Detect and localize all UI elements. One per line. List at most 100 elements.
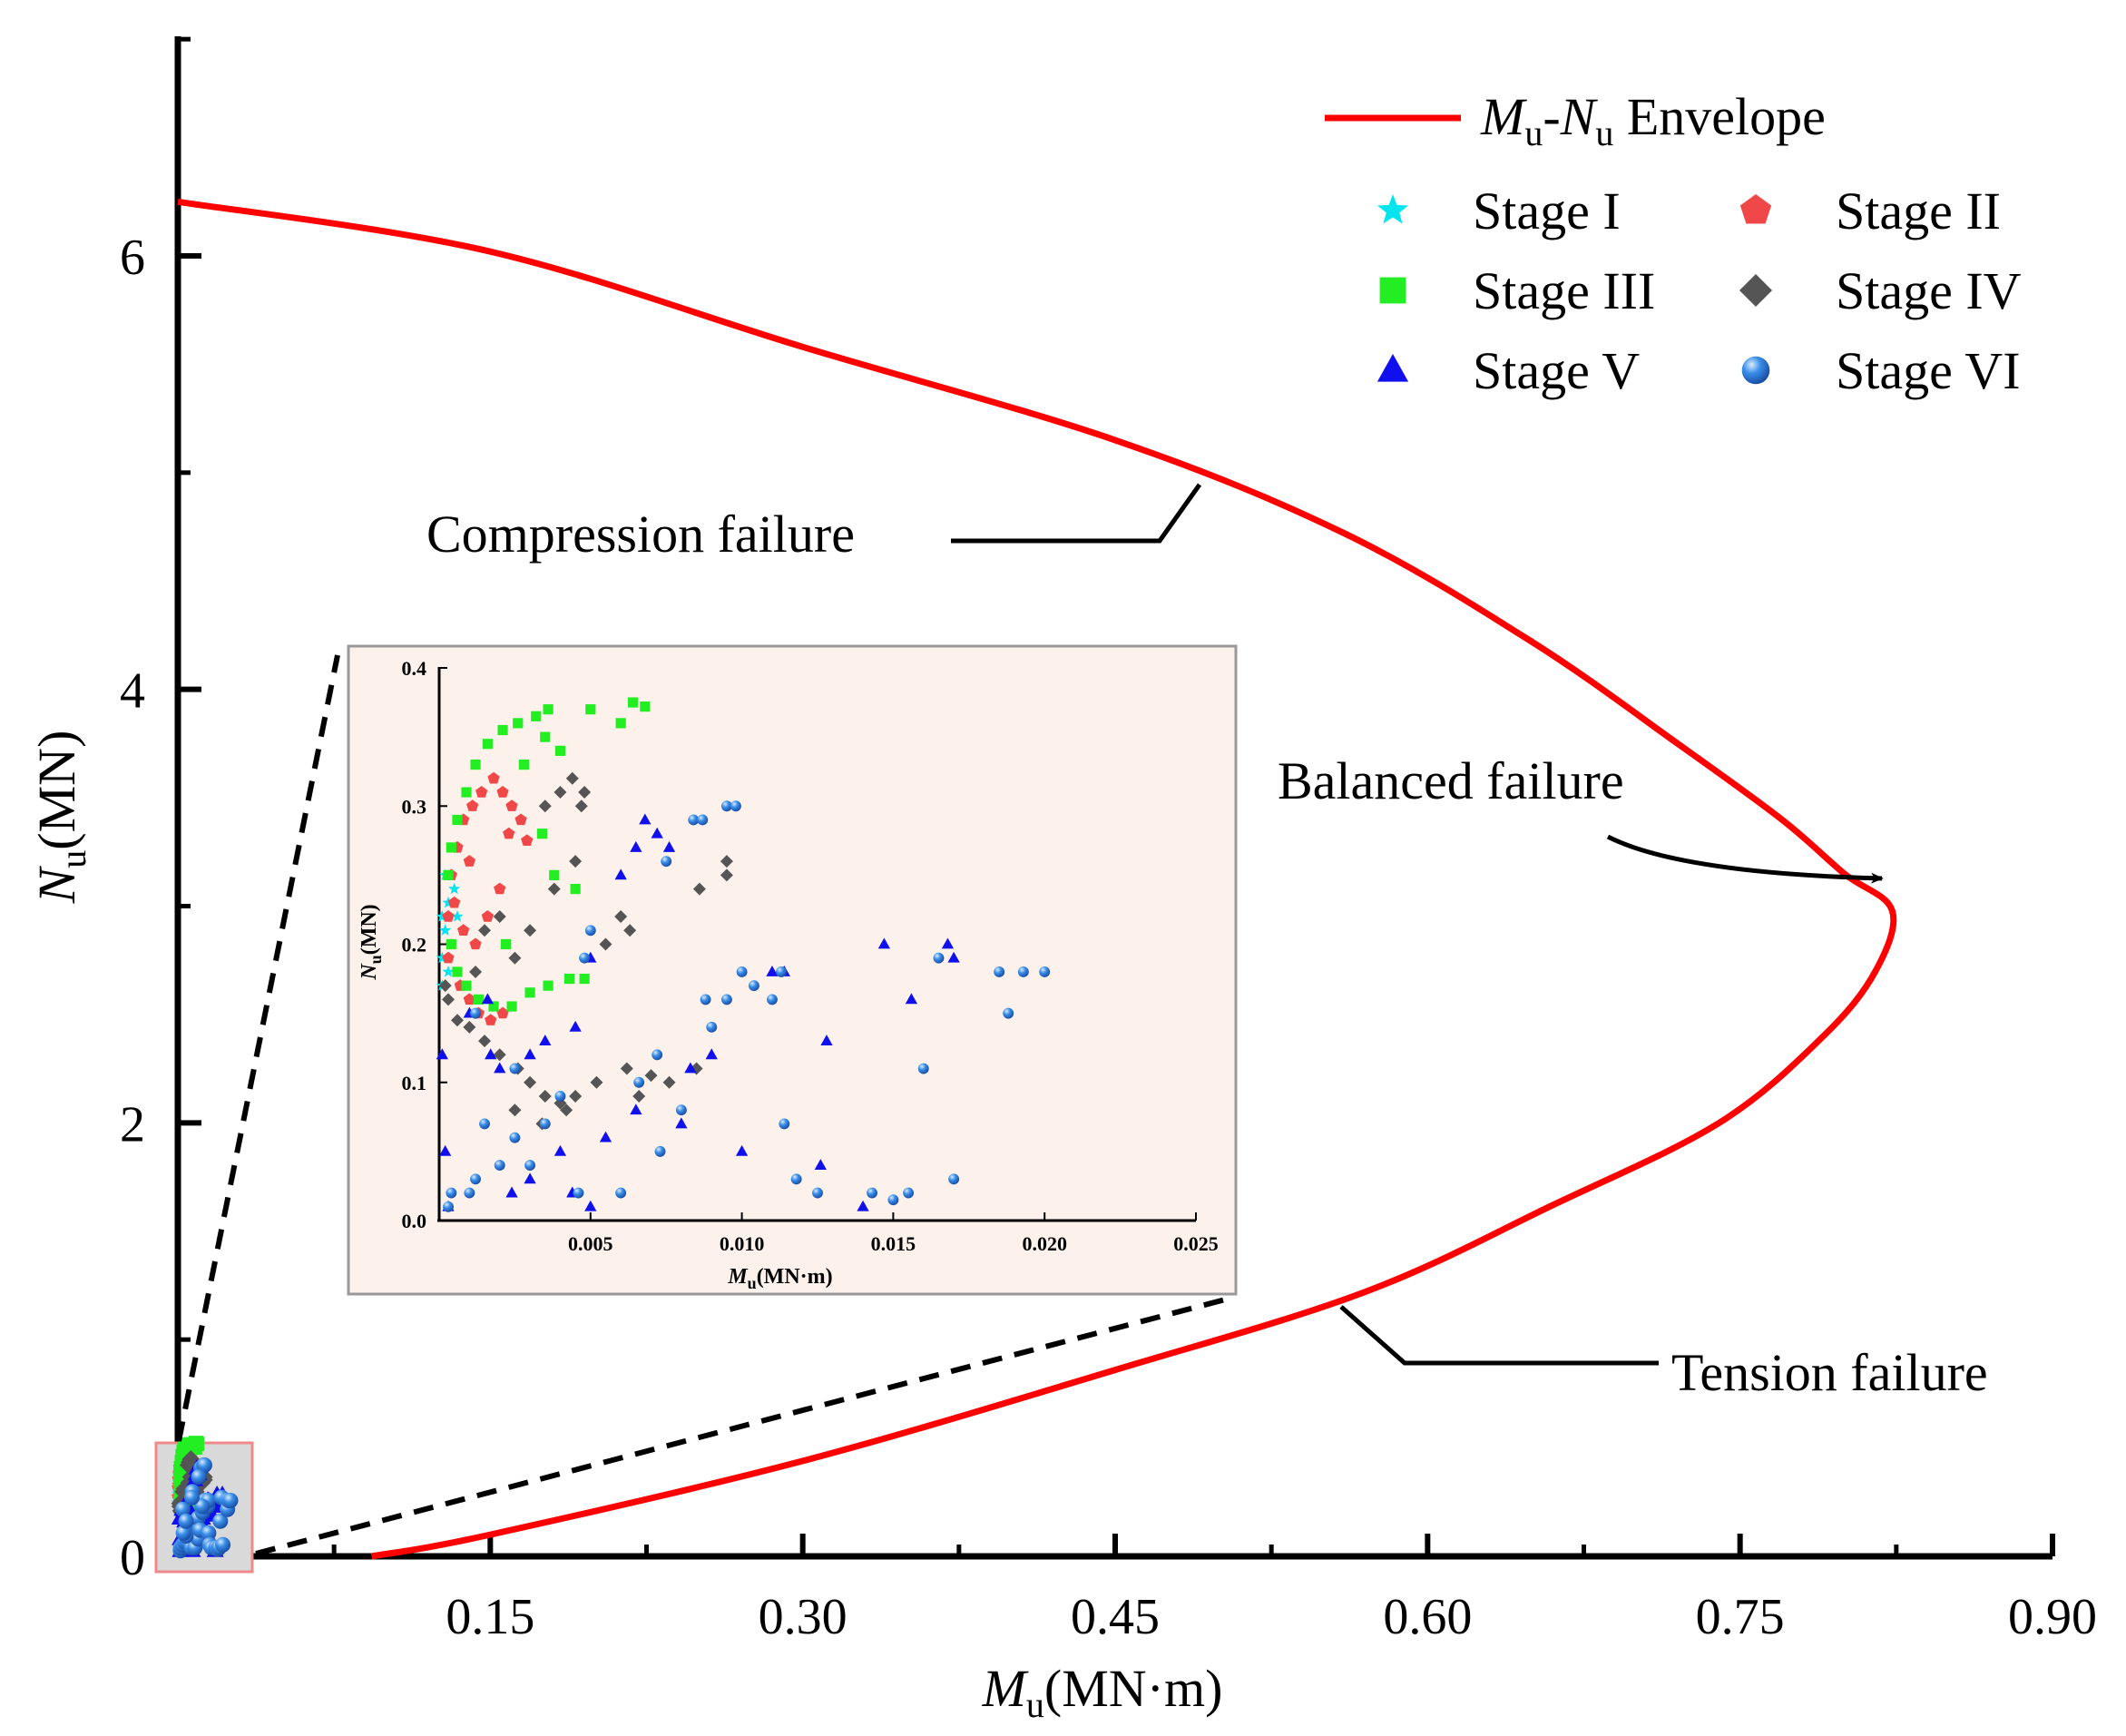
inset-point-stage-v [639,813,652,825]
inset-point-stage-iii [500,938,511,950]
zoom-cluster [171,1436,239,1559]
inset-point-stage-iv [493,910,506,924]
y-tick-label: 2 [120,1096,145,1152]
inset-x-label-unit: (MN·m) [757,1265,833,1289]
inset-point-stage-iv [547,882,561,896]
inset-point-stage-iii [524,987,535,998]
inset-point-stage-iii [513,718,524,729]
x-axis-label-main: M [982,1659,1029,1718]
inset-point-stage-ii [457,924,470,936]
inset-point-stage-iii [482,739,493,750]
inset-point-stage-vi [779,1118,790,1130]
legend-item-stage-v: Stage V [1377,341,1640,400]
inset-point-stage-ii [448,896,461,908]
inset-point-stage-vi [730,800,741,812]
inset-point-stage-v [651,827,663,839]
inset-point-stage-vi [767,994,778,1005]
inset-point-stage-iv [590,1075,603,1089]
x-axis-label-sub: u [1026,1684,1044,1725]
inset-point-stage-v [857,1200,869,1211]
inset-y-tick-label: 0.3 [402,795,427,818]
inset-point-stage-v [554,1144,567,1156]
inset-point-stage-vi [1039,966,1051,977]
zoom-point-stage-vi [212,1513,229,1529]
inset-point-stage-i [442,896,455,908]
inset-point-stage-ii [521,834,534,846]
inset-y-label-unit: (MN) [358,904,381,955]
inset-point-stage-vi [948,1173,960,1185]
inset-point-stage-ii [466,799,479,811]
inset-point-stage-v [630,1103,642,1115]
inset-point-stage-vi [1017,966,1029,977]
inset-point-stage-iii [452,814,463,826]
inset-point-stage-ii [496,786,509,798]
inset-point-stage-v [439,1144,452,1156]
annotations: Compression failure Balanced failure Ten… [426,483,1988,1402]
inset-point-stage-v [505,1186,518,1198]
inset-point-stage-vi [917,1063,929,1074]
zoom-point-stage-vi [174,1501,191,1517]
inset-point-stage-iv [574,799,588,813]
legend-envelope-suffix: Envelope [1613,87,1826,146]
inset-point-stage-vi [509,1063,521,1074]
inset-y-label-main: N [358,963,381,981]
inset-point-stage-iv [478,924,492,937]
inset-point-stage-ii [463,855,476,867]
inset-point-stage-v [494,1062,506,1074]
inset-point-stage-iii [554,745,566,756]
inset-point-stage-v [705,1048,718,1060]
inset-point-stage-vi [700,994,711,1005]
inset-point-stage-vi [654,1145,666,1157]
inset-point-stage-vi [633,1076,645,1088]
x-tick-label: 0.15 [446,1589,534,1645]
y-tick-label: 0 [120,1530,145,1586]
inset-point-stage-iii [531,711,542,721]
inset-point-stage-v [569,1020,582,1032]
inset-points [436,697,1051,1212]
inset-point-stage-vi [524,1160,536,1172]
inset-x-tick-label: 0.005 [568,1232,613,1255]
inset-point-stage-iii [549,869,560,880]
inset-point-stage-v [820,1035,833,1045]
legend-item-label: Stage III [1473,261,1655,320]
inset-point-stage-i [436,951,448,964]
legend-marker-star-icon [1377,194,1409,224]
inset-point-stage-v [905,993,918,1005]
inset-point-stage-v [684,1062,697,1074]
legend-item-stage-i: Stage I [1377,181,1621,240]
inset-point-stage-iv [560,1103,573,1117]
inset-point-stage-vi [697,814,709,826]
inset-x-label-sub: u [748,1274,757,1292]
legend-marker-square-icon [1379,277,1406,304]
x-tick-label: 0.45 [1071,1589,1160,1645]
annotation-balanced-failure: Balanced failure [1278,751,1624,810]
inset-background [347,644,1238,1296]
y-axis-label-main: N [27,865,86,904]
inset-point-stage-vi [688,814,700,826]
inset-point-stage-ii [481,910,495,922]
y-axis-label-sub: u [53,850,93,868]
inset-point-stage-vi [539,1118,551,1130]
inset-point-stage-i [436,910,448,922]
annotation-tension-failure: Tension failure [1671,1343,1988,1402]
x-tick-label: 0.30 [759,1589,847,1645]
inset-x-axis-label: Mu(MN·m) [727,1265,832,1292]
annotation-compression-failure: Compression failure [426,505,855,564]
inset-point-stage-v [524,1048,536,1060]
inset-point-stage-iv [623,924,637,937]
inset-point-stage-iii [615,718,626,729]
legend-item-stage-vi: Stage VI [1741,341,2021,400]
inset-point-stage-iv [720,855,733,868]
x-ticks: 0.15 0.30 0.45 0.60 0.75 0.90 [331,1534,2097,1645]
inset-point-stage-vi [652,1049,663,1061]
inset-point-stage-iv [469,965,483,978]
inset-y-ticks: 0.0 0.1 0.2 0.3 0.4 [402,657,447,1232]
inset-point-stage-v [584,1200,597,1211]
zoom-point-stage-vi [196,1457,212,1473]
inset-point-stage-vi [748,980,759,992]
inset-point-stage-vi [933,952,945,964]
x-axis-label: Mu(MN·m) [982,1659,1223,1725]
inset-point-stage-vi [584,925,596,937]
inset-point-stage-iii [627,697,639,708]
